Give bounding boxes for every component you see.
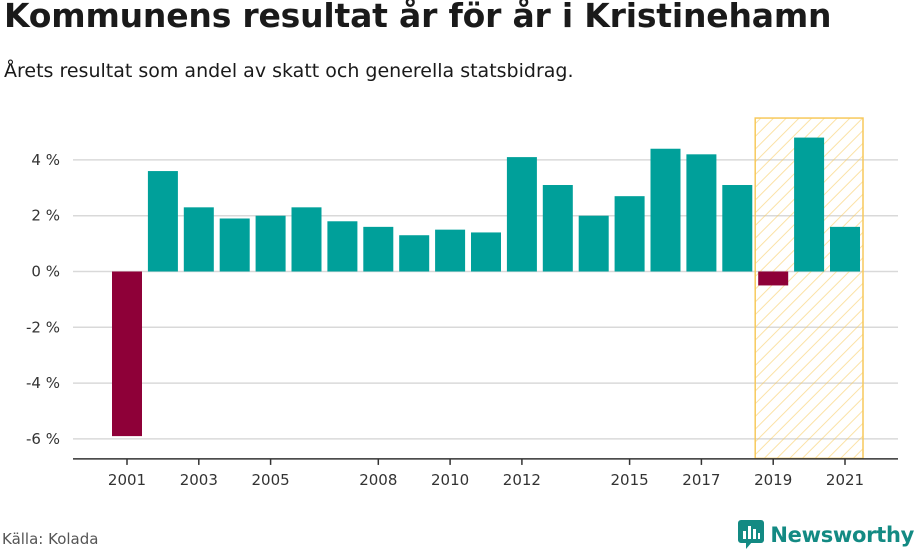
y-tick-label: -2 % xyxy=(26,318,60,336)
brand-name: Newsworthy xyxy=(770,523,914,547)
bar-2001 xyxy=(112,271,142,437)
y-tick-label: -6 % xyxy=(26,430,60,448)
x-tick-label: 2001 xyxy=(108,471,146,489)
newsworthy-logo-icon xyxy=(738,520,765,549)
bar-2017 xyxy=(686,154,717,272)
x-tick-label: 2008 xyxy=(359,471,397,489)
chart-title: Kommunens resultat år för år i Kristineh… xyxy=(4,0,832,35)
x-tick-label: 2012 xyxy=(503,471,541,489)
x-tick-labels: 2001 2003 2005 2008 2010 2012 2015 2017 2019 2021 xyxy=(108,471,864,489)
bar-2002 xyxy=(147,171,178,272)
bar-2009 xyxy=(399,235,430,272)
bar-2018 xyxy=(722,185,753,272)
bar-2020 xyxy=(794,137,825,272)
bar-2004 xyxy=(219,218,250,272)
bar-2010 xyxy=(435,229,466,272)
chart-subtitle: Årets resultat som andel av skatt och ge… xyxy=(4,60,574,82)
bar-2008 xyxy=(363,226,394,272)
bar-2012 xyxy=(506,157,537,272)
x-tick-label: 2005 xyxy=(252,471,290,489)
bars xyxy=(112,137,860,437)
bar-2011 xyxy=(471,232,501,272)
x-tick-label: 2015 xyxy=(611,471,649,489)
y-tick-label: -4 % xyxy=(26,374,60,392)
bar-2014 xyxy=(578,215,609,272)
bar-2016 xyxy=(650,148,681,272)
y-tick-label: 2 % xyxy=(31,207,60,225)
bar-2006 xyxy=(291,207,322,272)
bar-2003 xyxy=(183,207,214,272)
bar-2013 xyxy=(542,185,573,272)
bar-2007 xyxy=(327,221,358,272)
brand-logo[interactable]: Newsworthy xyxy=(738,520,914,550)
y-tick-label: 0 % xyxy=(31,263,60,281)
y-tick-labels: -6 % -4 % -2 % 0 % 2 % 4 % xyxy=(26,151,60,448)
x-axis xyxy=(73,458,898,465)
bar-2021 xyxy=(830,226,860,272)
x-tick-label: 2019 xyxy=(754,471,792,489)
x-tick-label: 2021 xyxy=(826,471,864,489)
bar-2019 xyxy=(758,271,789,286)
source-note: Källa: Kolada xyxy=(2,530,99,548)
x-tick-label: 2003 xyxy=(180,471,218,489)
y-tick-label: 4 % xyxy=(31,151,60,169)
x-tick-label: 2017 xyxy=(682,471,720,489)
bar-2005 xyxy=(255,215,286,272)
bar-2015 xyxy=(614,196,645,272)
x-tick-label: 2010 xyxy=(431,471,469,489)
